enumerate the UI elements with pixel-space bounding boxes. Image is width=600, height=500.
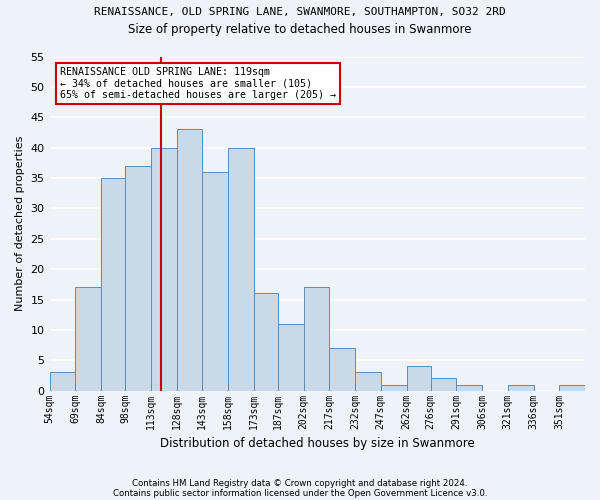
Bar — [176, 130, 202, 390]
Bar — [278, 324, 304, 390]
Bar — [456, 384, 482, 390]
Bar — [508, 384, 533, 390]
Y-axis label: Number of detached properties: Number of detached properties — [15, 136, 25, 312]
Bar — [228, 148, 254, 390]
Bar — [125, 166, 151, 390]
Text: Size of property relative to detached houses in Swanmore: Size of property relative to detached ho… — [128, 22, 472, 36]
Bar — [151, 148, 176, 390]
Bar — [254, 294, 278, 390]
Bar — [407, 366, 431, 390]
Text: RENAISSANCE, OLD SPRING LANE, SWANMORE, SOUTHAMPTON, SO32 2RD: RENAISSANCE, OLD SPRING LANE, SWANMORE, … — [94, 8, 506, 18]
Bar — [431, 378, 456, 390]
Text: Contains public sector information licensed under the Open Government Licence v3: Contains public sector information licen… — [113, 488, 487, 498]
Bar — [559, 384, 585, 390]
Bar — [101, 178, 125, 390]
Text: Contains HM Land Registry data © Crown copyright and database right 2024.: Contains HM Land Registry data © Crown c… — [132, 478, 468, 488]
Bar — [355, 372, 381, 390]
Bar — [50, 372, 75, 390]
Bar — [75, 288, 101, 391]
Bar — [202, 172, 228, 390]
Bar — [381, 384, 407, 390]
Bar — [329, 348, 355, 391]
Text: RENAISSANCE OLD SPRING LANE: 119sqm
← 34% of detached houses are smaller (105)
6: RENAISSANCE OLD SPRING LANE: 119sqm ← 34… — [60, 66, 336, 100]
X-axis label: Distribution of detached houses by size in Swanmore: Distribution of detached houses by size … — [160, 437, 475, 450]
Bar — [304, 288, 329, 391]
